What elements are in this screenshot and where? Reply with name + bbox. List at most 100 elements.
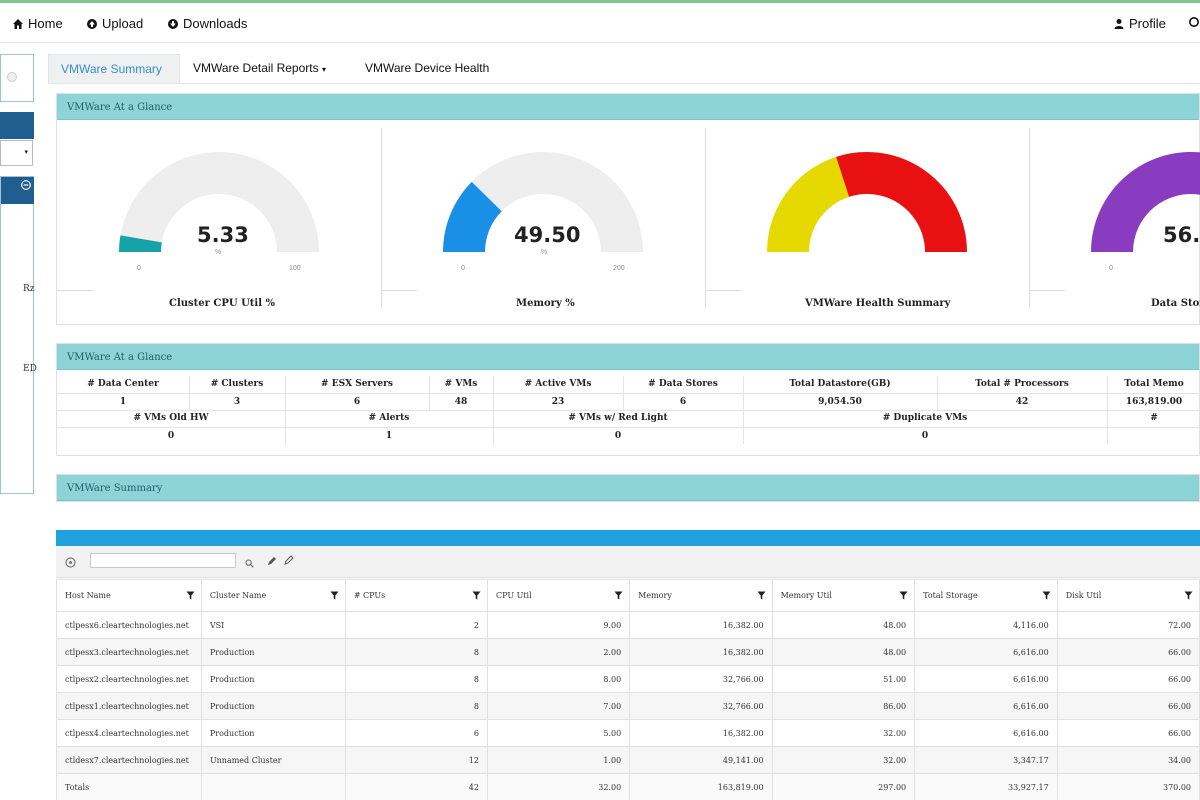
table-row[interactable]: ctlpesx3.cleartechnologies.net Production… [56, 638, 1200, 666]
column-header[interactable]: Memory Util [771, 579, 916, 612]
home-icon [13, 18, 23, 29]
grid-options-icon[interactable] [65, 557, 76, 568]
search-icon [7, 72, 17, 82]
stat-header: # Alerts [368, 413, 410, 423]
stat-header: Total Memo [1124, 379, 1184, 389]
column-header-label: Memory [638, 591, 672, 600]
filter-icon[interactable] [757, 591, 766, 600]
table-cell: 32.00 [771, 746, 916, 774]
table-row[interactable]: ctldesx7.cleartechnologies.net Unnamed Cl… [56, 746, 1200, 774]
table-cell: 72.00 [1056, 611, 1200, 639]
filter-icon[interactable] [330, 591, 339, 600]
nav-settings[interactable] [1188, 16, 1200, 28]
filter-icon[interactable] [1184, 591, 1193, 600]
tab-label: VMWare Device Health [365, 61, 490, 75]
grid-toolbar [56, 546, 1200, 578]
nav-profile-label: Profile [1129, 16, 1166, 31]
gauge-data-stores: 56.0 0 Data Stor [1029, 122, 1200, 312]
table-cell: 8.00 [486, 665, 631, 693]
stat-value: 6 [679, 397, 687, 407]
filter-icon[interactable] [899, 591, 908, 600]
collapse-icon[interactable] [21, 180, 31, 190]
table-cell: 8 [344, 638, 488, 666]
column-header[interactable]: CPU Util [486, 579, 631, 612]
filter-icon[interactable] [186, 591, 195, 600]
tab-vmware-detail-reports[interactable]: VMWare Detail Reports ▾ [181, 54, 341, 83]
gauge-value: 5.33 [197, 223, 249, 247]
column-header[interactable]: Memory [629, 579, 773, 612]
stat-value: 163,819.00 [1125, 397, 1183, 407]
sidebar-fragment-2: ED [23, 364, 37, 374]
panel-glance-gauges: VMWare At a Glance 5.33 % 0 100 Cluster … [56, 93, 1200, 325]
table-cell: 6,616.00 [914, 692, 1058, 720]
stat-header: # VMs [444, 379, 478, 389]
stat-value: 48 [454, 397, 468, 407]
edit-icon[interactable] [267, 556, 277, 566]
table-row[interactable]: ctlpesx4.cleartechnologies.net Production… [56, 719, 1200, 747]
column-header[interactable]: Disk Util [1056, 579, 1200, 612]
clear-filter-icon[interactable] [284, 555, 294, 565]
sidebar-section-header [0, 112, 34, 139]
column-header-label: Host Name [65, 591, 111, 600]
nav-downloads[interactable]: Downloads [167, 16, 247, 31]
table-cell: 66.00 [1056, 665, 1200, 693]
stat-value: 23 [551, 397, 565, 407]
gauge-divider [1029, 128, 1030, 308]
gauge-baseline [705, 290, 741, 291]
nav-home[interactable]: Home [12, 16, 63, 31]
stats-grid-line [57, 393, 1200, 394]
gauge-title: Data Stor [1151, 298, 1200, 309]
tab-vmware-device-health[interactable]: VMWare Device Health [353, 54, 513, 83]
column-header[interactable]: Cluster Name [200, 579, 346, 612]
table-cell: 6,616.00 [914, 665, 1058, 693]
gauge-min-label: 0 [137, 265, 141, 272]
sidebar-panel: Rz ED [0, 176, 37, 494]
column-header[interactable]: Host Name [56, 579, 202, 612]
table-cell: VSI [200, 611, 346, 639]
table-cell: 6,616.00 [914, 719, 1058, 747]
table-cell: ctlpesx3.cleartechnologies.net [56, 638, 202, 666]
column-header[interactable]: Total Storage [914, 579, 1058, 612]
host-summary-table: Host Name Cluster Name # CPUs CPU Util Memor… [56, 579, 1200, 800]
filter-icon[interactable] [472, 591, 481, 600]
table-row[interactable]: ctlpesx1.cleartechnologies.net Production… [56, 692, 1200, 720]
table-cell: 7.00 [486, 692, 631, 720]
user-icon [1114, 18, 1124, 29]
table-cell: 4,116.00 [914, 611, 1058, 639]
nav-profile[interactable]: Profile [1113, 16, 1166, 31]
grid-search-input[interactable] [90, 553, 236, 568]
gauge-min-label: 0 [461, 265, 465, 272]
panel-glance-stats: VMWare At a Glance # Data Center 1 # Clust… [56, 343, 1200, 456]
sidebar-select[interactable]: ▾ [0, 140, 33, 166]
nav-upload[interactable]: Upload [86, 16, 143, 31]
stat-value: 9,054.50 [818, 397, 862, 407]
table-cell: 2 [344, 611, 488, 639]
top-navbar: Home Upload Downloads Profile [0, 3, 1200, 43]
table-cell: 16,382.00 [629, 611, 773, 639]
sidebar-search-box[interactable] [0, 54, 34, 102]
filter-icon[interactable] [1042, 591, 1051, 600]
search-icon[interactable] [245, 559, 254, 568]
totals-cell: 33,927.17 [914, 773, 1058, 800]
totals-cell: 297.00 [771, 773, 916, 800]
column-header-label: Memory Util [780, 591, 832, 600]
tab-vmware-summary[interactable]: VMWare Summary [48, 54, 180, 83]
table-row[interactable]: ctlpesx6.cleartechnologies.net VSI 2 9.00 16… [56, 611, 1200, 639]
column-header[interactable]: # CPUs [344, 579, 488, 612]
table-cell: Unnamed Cluster [200, 746, 346, 774]
tab-underline [48, 83, 1200, 84]
sidebar-panel-header [1, 177, 34, 204]
filter-icon[interactable] [614, 591, 623, 600]
table-row[interactable]: ctlpesx2.cleartechnologies.net Production… [56, 665, 1200, 693]
column-header-label: Cluster Name [209, 591, 267, 600]
gauge-baseline [381, 290, 417, 291]
stat-value: 0 [921, 431, 929, 441]
column-header-label: Total Storage [923, 591, 978, 600]
gauge-baseline [57, 290, 93, 291]
gauge-max-label: 100 [289, 265, 301, 272]
gauge-health-summary: VMWare Health Summary [705, 122, 1029, 312]
table-cell: 9.00 [486, 611, 631, 639]
stat-header: Total Datastore(GB) [789, 379, 891, 389]
tab-label: VMWare Summary [61, 62, 162, 76]
table-cell: 12 [344, 746, 488, 774]
